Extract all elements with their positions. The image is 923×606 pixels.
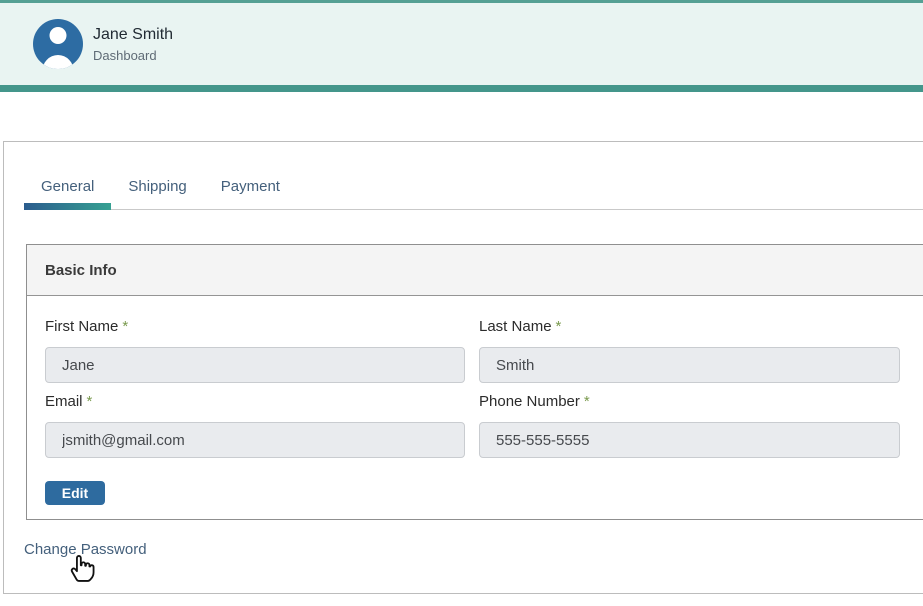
tab-bar: General Shipping Payment xyxy=(24,170,923,210)
section-body: First Name* Last Name* Email* Phone Numb… xyxy=(27,296,923,519)
phone-label-text: Phone Number xyxy=(479,393,580,410)
email-label: Email * xyxy=(45,393,465,410)
tab-payment[interactable]: Payment xyxy=(220,178,280,195)
phone-label: Phone Number * xyxy=(479,393,900,410)
change-password-link[interactable]: Change Password xyxy=(24,541,147,558)
user-name: Jane Smith xyxy=(93,26,174,44)
email-label-text: Email xyxy=(45,393,83,410)
last-name-label-text: Last Name xyxy=(479,318,552,335)
first-name-label: First Name * xyxy=(45,318,465,335)
edit-button[interactable]: Edit xyxy=(45,481,105,505)
app-header: Jane Smith Dashboard xyxy=(0,0,923,92)
last-name-input[interactable] xyxy=(479,347,900,383)
person-icon-head xyxy=(49,27,67,44)
person-icon xyxy=(33,19,83,69)
section-title: Basic Info xyxy=(27,245,923,296)
phone-field-group: Phone Number * xyxy=(479,393,900,458)
active-tab-underline xyxy=(24,203,112,210)
tab-shipping[interactable]: Shipping xyxy=(128,178,187,195)
email-field-group: Email * xyxy=(45,393,465,458)
tab-general[interactable]: General xyxy=(24,170,112,210)
phone-input[interactable] xyxy=(479,422,900,458)
last-name-label: Last Name * xyxy=(479,318,900,335)
required-asterisk: * xyxy=(122,318,129,335)
first-name-label-text: First Name xyxy=(45,318,119,335)
page-subtitle: Dashboard xyxy=(93,47,157,63)
required-asterisk: * xyxy=(86,393,93,410)
last-name-field-group: Last Name * xyxy=(479,318,900,383)
required-asterisk: * xyxy=(583,393,590,410)
email-input[interactable] xyxy=(45,422,465,458)
first-name-input[interactable] xyxy=(45,347,465,383)
profile-card: General Shipping Payment Basic Info Firs… xyxy=(3,141,923,594)
first-name-field-group: First Name * xyxy=(45,318,465,383)
basic-info-form: First Name* Last Name* Email* Phone Numb… xyxy=(45,318,900,458)
basic-info-section: Basic Info First Name* Last Name* Email*… xyxy=(26,244,923,520)
header-text: Jane Smith Dashboard xyxy=(93,25,173,62)
person-icon-shoulders xyxy=(42,55,74,69)
required-asterisk: * xyxy=(555,318,562,335)
